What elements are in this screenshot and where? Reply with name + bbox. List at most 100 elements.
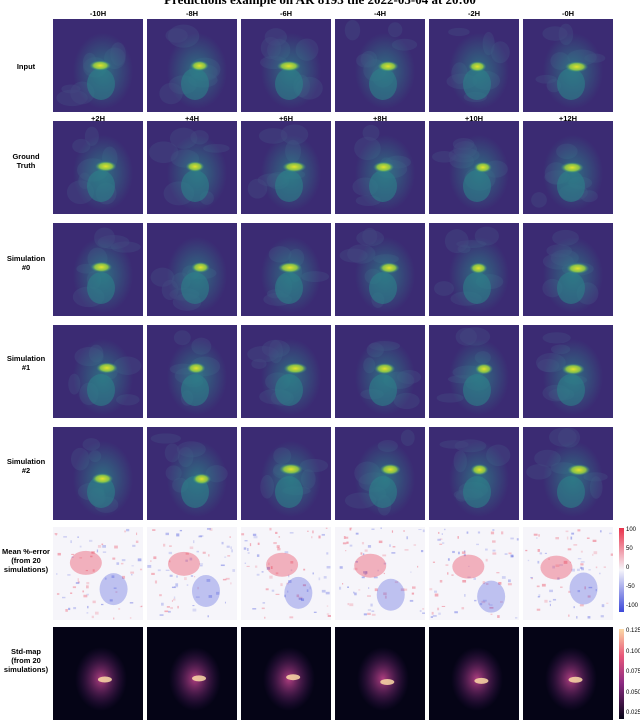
error-speckle — [224, 556, 227, 558]
error-speckle — [549, 603, 551, 607]
sun-panel — [429, 121, 519, 214]
error-speckle — [70, 540, 72, 544]
error-speckle — [79, 556, 83, 559]
error-speckle — [497, 615, 500, 618]
sun-image — [429, 427, 519, 520]
error-speckle — [197, 586, 199, 590]
error-speckle — [232, 569, 236, 572]
std-image — [523, 627, 613, 720]
error-speckle — [312, 572, 314, 575]
error-speckle — [586, 537, 590, 539]
error-panel — [429, 527, 519, 620]
colorbar-tick-label: 50 — [626, 546, 633, 552]
bright-core — [192, 473, 212, 485]
error-speckle — [371, 528, 375, 530]
error-speckle — [202, 551, 206, 554]
error-speckle — [147, 564, 152, 568]
bright-core — [468, 61, 487, 72]
error-panel — [241, 527, 331, 620]
error-speckle — [244, 562, 247, 564]
error-speckle — [54, 533, 58, 535]
overestimate-region — [167, 551, 200, 576]
bright-core — [560, 162, 584, 174]
error-speckle — [271, 589, 275, 592]
error-speckle — [298, 596, 303, 600]
error-speckle — [413, 544, 417, 546]
error-speckle — [531, 577, 533, 580]
error-speckle — [325, 527, 328, 529]
sun-panel — [429, 223, 519, 316]
error-speckle — [176, 575, 178, 578]
error-speckle — [342, 583, 344, 585]
error-speckle — [311, 536, 313, 539]
error-speckle — [114, 545, 118, 549]
sun-image — [241, 19, 331, 112]
row-label-line: Std-map — [11, 647, 41, 656]
error-speckle — [166, 606, 170, 608]
std-image — [53, 627, 143, 720]
error-panel — [53, 527, 143, 620]
error-speckle — [179, 529, 183, 532]
active-region-lobe — [463, 374, 491, 406]
error-speckle — [222, 578, 227, 581]
sun-panel — [53, 121, 143, 214]
error-panel — [335, 527, 425, 620]
error-speckle — [361, 576, 365, 579]
row-label-line: Ground — [12, 152, 40, 161]
error-speckle — [549, 589, 553, 593]
active-region-lobe — [369, 68, 397, 100]
faint-loop — [344, 19, 361, 41]
error-image — [53, 527, 143, 620]
error-speckle — [321, 533, 325, 536]
sun-image — [241, 223, 331, 316]
error-speckle — [243, 547, 247, 550]
error-speckle — [113, 617, 115, 620]
active-region-lobe — [87, 68, 115, 100]
sun-image — [523, 121, 613, 214]
error-speckle — [527, 559, 530, 562]
sun-image — [335, 223, 425, 316]
sun-panel — [241, 325, 331, 418]
sun-image — [523, 223, 613, 316]
error-speckle — [287, 590, 289, 593]
error-speckle — [570, 536, 573, 540]
bright-core — [378, 262, 400, 274]
active-region-lobe — [275, 68, 303, 100]
std-image — [335, 627, 425, 720]
error-speckle — [200, 564, 203, 567]
error-speckle — [442, 542, 445, 544]
error-speckle — [136, 532, 138, 536]
error-speckle — [171, 586, 176, 589]
error-speckle — [580, 550, 583, 553]
bright-core — [96, 362, 118, 374]
error-speckle — [102, 551, 107, 553]
error-speckle — [225, 577, 230, 580]
time-label: -6H — [279, 9, 293, 18]
error-speckle — [538, 534, 540, 537]
error-speckle — [349, 603, 354, 607]
overestimate-region — [69, 550, 102, 575]
error-speckle — [326, 605, 329, 607]
error-speckle — [461, 551, 466, 554]
error-speckle — [412, 586, 416, 589]
error-speckle — [364, 549, 368, 552]
error-speckle — [227, 555, 231, 557]
error-speckle — [533, 533, 538, 536]
variance-peak — [97, 676, 112, 683]
error-speckle — [252, 533, 257, 536]
sun-panel — [241, 121, 331, 214]
error-speckle — [544, 599, 548, 603]
error-speckle — [384, 595, 387, 599]
error-speckle — [268, 562, 270, 566]
error-speckle — [75, 582, 80, 585]
bright-core — [473, 161, 492, 173]
error-speckle — [309, 586, 311, 590]
error-speckle — [230, 546, 232, 550]
error-speckle — [207, 615, 209, 618]
time-label: -4H — [373, 9, 387, 18]
active-region-lobe — [181, 170, 209, 202]
error-speckle — [171, 599, 174, 602]
error-speckle — [92, 600, 96, 604]
error-speckle — [571, 568, 575, 572]
sun-image — [147, 223, 237, 316]
